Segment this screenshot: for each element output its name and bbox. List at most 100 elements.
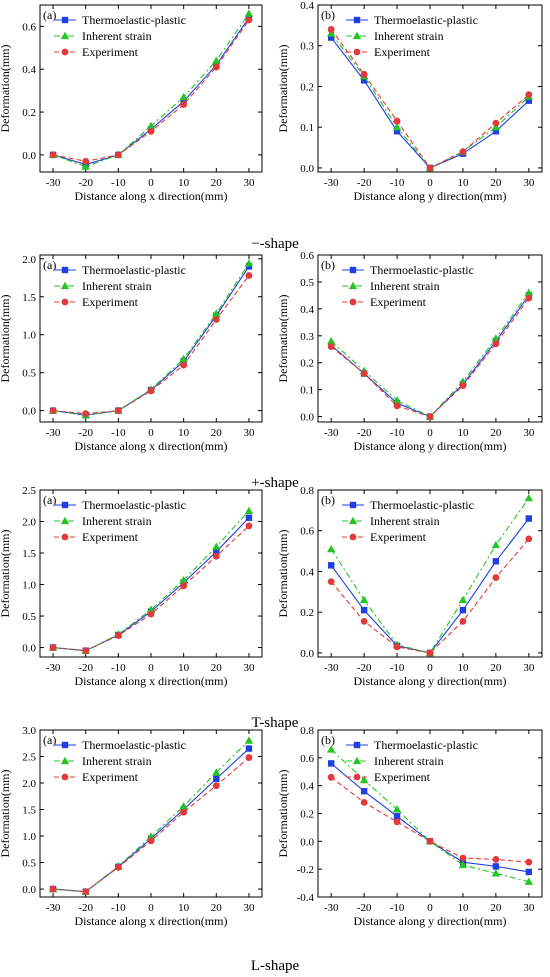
y-axis-title: Deformation(mm) bbox=[0, 530, 12, 618]
data-point-series1 bbox=[525, 515, 533, 522]
data-point-series2 bbox=[326, 745, 336, 753]
x-tick-label: 10 bbox=[178, 427, 190, 439]
panel-label: (a) bbox=[43, 8, 56, 22]
x-tick-label: 30 bbox=[523, 662, 535, 674]
x-tick-label: 20 bbox=[490, 427, 502, 439]
x-tick-label: 10 bbox=[457, 427, 469, 439]
panel-label: (a) bbox=[43, 258, 56, 272]
data-point-series1 bbox=[327, 34, 335, 41]
data-point-series1 bbox=[327, 562, 335, 569]
x-axis-title: Distance along y direction(mm) bbox=[354, 914, 507, 928]
legend-label: Inherent strain bbox=[82, 514, 152, 528]
series-line-3 bbox=[330, 776, 529, 863]
legend-label: Inherent strain bbox=[370, 514, 440, 528]
y-tick-label: 0.0 bbox=[22, 406, 36, 418]
data-point-series2 bbox=[458, 595, 468, 604]
data-point-series2 bbox=[491, 540, 501, 549]
x-tick-label: -30 bbox=[324, 902, 339, 914]
x-tick-label: 30 bbox=[243, 902, 255, 914]
x-tick-label: 10 bbox=[178, 902, 190, 914]
data-point-series3 bbox=[245, 272, 253, 279]
y-tick-label: 0.2 bbox=[300, 81, 314, 93]
row-caption: T-shape bbox=[252, 715, 299, 731]
x-tick-label: -30 bbox=[324, 177, 339, 189]
legend-marker bbox=[349, 298, 357, 306]
y-tick-label: 1.5 bbox=[22, 548, 36, 560]
data-point-series3 bbox=[245, 754, 253, 761]
x-tick-label: 20 bbox=[211, 427, 223, 439]
chart-row4-panel-b: -30 -20 -10 0 10 20 30 -0.4 -0.2 0.0 0.2 0.4 0.6 0.8 D… bbox=[276, 725, 543, 928]
data-point-series3 bbox=[49, 644, 57, 651]
data-point-series3 bbox=[525, 294, 533, 302]
data-point-series2 bbox=[244, 259, 254, 267]
data-point-series1 bbox=[245, 514, 253, 521]
data-point-series3 bbox=[147, 127, 155, 135]
legend-marker bbox=[353, 48, 361, 56]
y-tick-label: 0.4 bbox=[300, 304, 314, 316]
y-tick-label: 2.0 bbox=[22, 517, 36, 529]
data-point-series3 bbox=[245, 522, 253, 530]
x-tick-label: -10 bbox=[111, 902, 126, 914]
x-tick-label: 30 bbox=[523, 177, 535, 189]
chart-row2-panel-a: -30 -20 -10 0 10 20 30 0.0 0.5 1.0 1.5 2.0 Distance … bbox=[0, 254, 263, 453]
data-point-series2 bbox=[146, 605, 156, 613]
data-point-series3 bbox=[49, 885, 57, 893]
legend-label: Inherent strain bbox=[370, 279, 440, 293]
y-axis-title: Deformation(mm) bbox=[0, 295, 12, 383]
data-point-series3 bbox=[245, 16, 253, 24]
legend-label: Thermoelastic-plastic bbox=[82, 498, 186, 512]
y-tick-label: 0.5 bbox=[22, 611, 36, 623]
x-tick-label: -10 bbox=[390, 177, 405, 189]
legend-marker bbox=[352, 31, 362, 40]
legend-label: Inherent strain bbox=[374, 29, 444, 43]
y-tick-label: 0.0 bbox=[22, 643, 36, 655]
x-tick-label: 0 bbox=[148, 427, 154, 439]
series-line-1 bbox=[330, 518, 530, 654]
series-line-1 bbox=[330, 295, 530, 418]
y-tick-label: 0.0 bbox=[300, 648, 314, 660]
panel-label: (b) bbox=[321, 733, 335, 747]
legend-label: Thermoelastic-plastic bbox=[82, 738, 186, 752]
legend-marker bbox=[61, 266, 69, 274]
legend-marker bbox=[352, 756, 362, 765]
y-tick-label: 0.8 bbox=[300, 485, 314, 497]
data-point-series2 bbox=[359, 775, 369, 784]
data-point-series3 bbox=[492, 856, 500, 863]
y-tick-label: 1.5 bbox=[22, 292, 36, 304]
y-tick-label: 0.6 bbox=[22, 21, 36, 33]
data-point-series3 bbox=[360, 70, 368, 78]
y-tick-label: 0.5 bbox=[22, 368, 36, 380]
y-axis-title: Deformation(mm) bbox=[0, 45, 12, 133]
row-caption: −-shape bbox=[251, 236, 299, 252]
data-point-series2 bbox=[326, 29, 336, 37]
data-point-series3 bbox=[393, 643, 401, 651]
x-tick-label: 30 bbox=[523, 427, 535, 439]
data-point-series2 bbox=[244, 736, 254, 744]
x-tick-label: -10 bbox=[111, 662, 126, 674]
legend-marker bbox=[61, 741, 69, 749]
legend-marker bbox=[348, 281, 358, 290]
x-tick-label: 20 bbox=[490, 177, 502, 189]
x-tick-label: 0 bbox=[427, 902, 433, 914]
data-point-series3 bbox=[426, 413, 434, 421]
data-point-series3 bbox=[147, 837, 155, 845]
x-tick-label: -10 bbox=[111, 177, 126, 189]
x-tick-label: -20 bbox=[78, 662, 93, 674]
x-tick-label: -30 bbox=[324, 662, 339, 674]
data-point-series1 bbox=[525, 97, 533, 104]
y-tick-label: -0.4 bbox=[297, 892, 315, 904]
y-tick-label: 0.4 bbox=[300, 0, 314, 12]
data-point-series3 bbox=[492, 119, 500, 127]
legend-label: Experiment bbox=[374, 770, 431, 784]
data-point-series2 bbox=[491, 334, 501, 342]
data-point-series3 bbox=[82, 157, 90, 165]
x-axis-title: Distance along x direction(mm) bbox=[75, 914, 228, 928]
series-line-2 bbox=[330, 749, 529, 883]
legend-marker bbox=[353, 741, 361, 749]
data-point-series3 bbox=[459, 382, 467, 390]
data-point-series3 bbox=[360, 798, 368, 806]
x-tick-label: -20 bbox=[357, 427, 372, 439]
x-tick-label: 0 bbox=[427, 427, 433, 439]
y-tick-label: 0.1 bbox=[300, 122, 314, 134]
data-point-series2 bbox=[146, 832, 156, 840]
